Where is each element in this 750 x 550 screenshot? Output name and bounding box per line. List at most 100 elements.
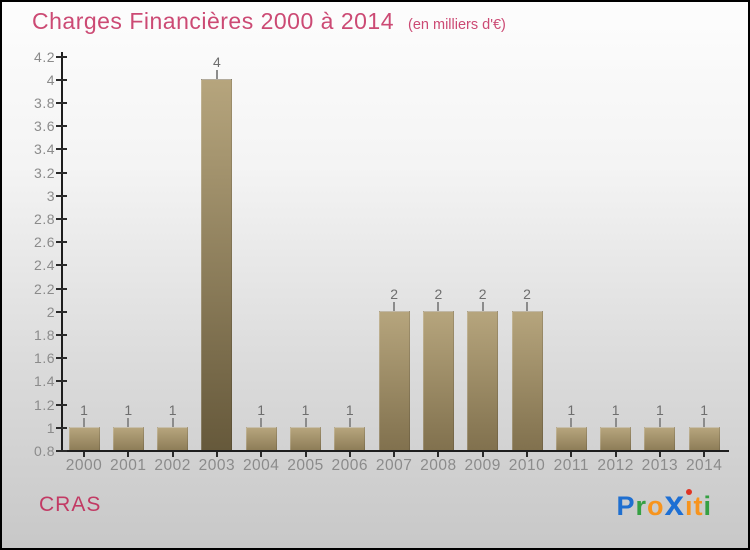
bar [68, 426, 100, 450]
bar-value-label: 1 [80, 401, 88, 418]
bar-value-label: 1 [655, 401, 664, 418]
x-tick [393, 452, 396, 457]
bar-value-connector [614, 417, 617, 427]
bar [555, 426, 587, 450]
x-axis [59, 450, 729, 452]
bar-value-label: 4 [212, 53, 221, 70]
y-tick-label: 2.4 [34, 257, 55, 274]
bar [112, 426, 144, 450]
x-tick [260, 452, 263, 457]
x-tick [304, 452, 307, 457]
y-tick [56, 334, 67, 336]
x-tick-label: 2013 [641, 457, 679, 474]
y-tick-label: 3.2 [34, 164, 55, 181]
bar [467, 310, 499, 450]
y-tick [56, 125, 67, 128]
chart-header: Charges Financières 2000 à 2014 (en mill… [32, 8, 506, 35]
logo-letter-t: t [693, 491, 704, 521]
bar-value-label: 2 [434, 285, 443, 302]
bar-value-label: 1 [257, 401, 266, 418]
y-tick-label: 1.6 [34, 350, 55, 367]
bar-value-label: 1 [567, 401, 576, 418]
logo-letter-x: x [664, 484, 685, 523]
x-tick-label: 2011 [553, 457, 589, 474]
x-tick-label: 2007 [375, 457, 413, 474]
y-tick [56, 102, 67, 104]
x-tick-label: 2000 [65, 457, 103, 474]
x-tick [658, 452, 661, 457]
y-tick-label: 2.2 [34, 280, 55, 297]
x-tick [481, 452, 484, 457]
x-tick [703, 452, 706, 457]
x-tick-label: 2006 [331, 457, 369, 474]
bar [688, 426, 720, 450]
bar-value-connector [526, 301, 528, 311]
x-tick [570, 452, 573, 457]
x-tick [215, 452, 218, 457]
x-tick [437, 452, 440, 457]
y-tick [56, 194, 67, 197]
y-tick [56, 264, 67, 267]
y-tick-label: 2.8 [34, 211, 55, 227]
bar [201, 78, 233, 450]
y-tick [56, 426, 67, 429]
bar-value-label: 2 [523, 285, 531, 302]
logo-letter-i: i [703, 491, 712, 521]
x-tick-label: 2012 [597, 457, 634, 474]
bar-value-label: 1 [124, 401, 133, 418]
y-tick [56, 171, 67, 174]
bar [245, 426, 277, 450]
bar-value-label: 1 [301, 401, 310, 418]
bar-value-connector [393, 301, 396, 311]
x-tick-label: 2009 [464, 457, 501, 474]
page-title: Charges Financières 2000 à 2014 [32, 8, 395, 34]
y-tick-label: 1 [46, 419, 55, 436]
y-tick [56, 287, 67, 290]
bar-value-connector [260, 417, 263, 427]
y-tick-label: 3 [46, 187, 55, 204]
bar-value-connector [658, 417, 661, 427]
bar-value-connector [703, 417, 706, 427]
x-tick-label: 2001 [110, 457, 147, 474]
x-tick-label: 2008 [420, 457, 457, 474]
bar-value-label: 1 [700, 401, 709, 418]
y-tick-label: 1.2 [34, 396, 55, 413]
bar [157, 426, 189, 450]
bar [600, 426, 632, 450]
bar-value-label: 2 [478, 285, 487, 302]
y-axis [61, 52, 63, 452]
bar-value-label: 2 [390, 285, 398, 302]
logo-letter-o: o [647, 491, 665, 521]
bar-value-connector [127, 417, 130, 427]
x-tick [526, 452, 528, 457]
x-tick [614, 452, 617, 457]
y-tick [56, 241, 67, 244]
y-tick-label: 0.8 [34, 443, 55, 459]
y-tick [56, 55, 67, 58]
y-tick-label: 4 [46, 71, 55, 88]
y-tick [56, 380, 67, 383]
bar [378, 310, 410, 450]
y-tick [56, 403, 67, 406]
x-tick-label: 2005 [287, 457, 324, 474]
y-tick-label: 4.2 [34, 48, 55, 65]
y-tick [56, 357, 67, 360]
x-tick-label: 2004 [242, 457, 280, 474]
logo-letter-r: r [635, 491, 647, 521]
bar [334, 426, 366, 450]
y-tick-label: 2 [46, 303, 55, 320]
bar-value-connector [83, 417, 85, 427]
x-tick [127, 452, 130, 457]
bar-value-label: 1 [168, 401, 177, 418]
x-tick-label: 2002 [154, 457, 191, 474]
x-tick-label: 2010 [508, 457, 546, 474]
bar-value-connector [437, 301, 440, 311]
logo-letter-P: P [616, 491, 636, 521]
y-tick-label: 2.6 [34, 234, 55, 251]
x-tick [171, 452, 174, 457]
bar [422, 310, 454, 450]
bar [644, 426, 676, 450]
